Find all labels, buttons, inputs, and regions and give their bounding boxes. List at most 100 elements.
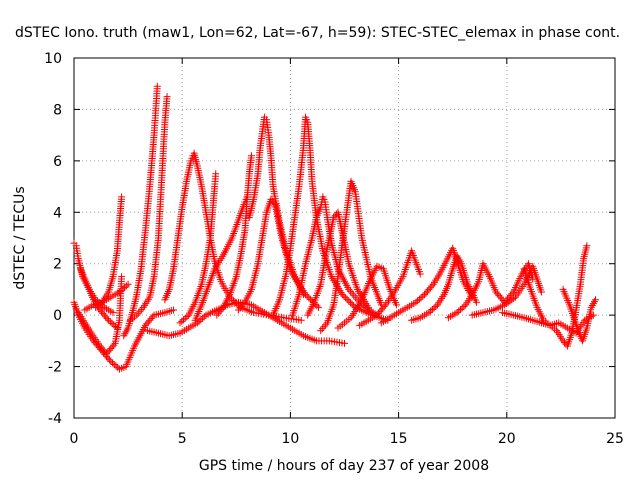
data-point xyxy=(267,195,275,203)
data-point xyxy=(96,306,104,314)
x-tick-label: 0 xyxy=(70,431,79,447)
data-point xyxy=(506,297,514,305)
data-point xyxy=(229,297,237,305)
data-point xyxy=(153,82,161,90)
data-point xyxy=(112,322,120,330)
data-point xyxy=(341,339,348,347)
x-tick-label: 15 xyxy=(390,431,408,447)
data-point xyxy=(108,343,116,351)
data-point xyxy=(268,197,276,205)
data-point xyxy=(183,313,191,321)
data-point xyxy=(340,292,348,300)
data-point xyxy=(119,285,127,293)
data-point xyxy=(318,325,326,333)
y-tick-label: 0 xyxy=(53,308,62,324)
data-point xyxy=(147,315,155,323)
data-point xyxy=(421,291,429,299)
data-point xyxy=(426,284,434,292)
data-point xyxy=(348,300,356,308)
data-point xyxy=(473,298,481,306)
data-point xyxy=(379,304,387,312)
x-tick-label: 10 xyxy=(281,431,299,447)
chart-title: dSTEC Iono. truth (maw1, Lon=62, Lat=-67… xyxy=(15,25,620,41)
data-point xyxy=(313,302,321,310)
data-point xyxy=(416,270,424,278)
data-point xyxy=(231,298,239,306)
x-tick-label: 5 xyxy=(178,431,187,447)
data-point xyxy=(425,309,433,317)
data-point xyxy=(105,346,113,354)
data-point xyxy=(179,316,187,324)
data-point xyxy=(508,296,516,304)
data-point xyxy=(176,319,184,327)
data-point xyxy=(212,170,220,178)
data-point xyxy=(317,327,325,335)
data-point xyxy=(110,361,118,369)
data-point xyxy=(99,309,107,317)
data-point xyxy=(122,282,130,290)
data-point xyxy=(351,293,359,301)
data-point xyxy=(330,213,338,221)
data-point xyxy=(377,306,385,314)
data-point xyxy=(200,313,208,321)
y-tick-label: 2 xyxy=(53,257,62,273)
data-point xyxy=(338,291,346,299)
data-point xyxy=(113,324,121,332)
data-point xyxy=(510,294,518,302)
data-point xyxy=(181,314,189,322)
data-point xyxy=(106,318,114,326)
data-point xyxy=(415,295,423,303)
data-point xyxy=(102,350,110,358)
data-point xyxy=(100,311,108,319)
data-point xyxy=(537,288,545,296)
data-point xyxy=(117,286,125,294)
data-point xyxy=(136,307,144,315)
data-point xyxy=(455,307,463,315)
data-point xyxy=(115,288,123,296)
data-point xyxy=(105,316,113,324)
data-point xyxy=(105,356,113,364)
data-point xyxy=(504,298,512,306)
data-point xyxy=(104,354,112,362)
data-point xyxy=(104,348,112,356)
data-point xyxy=(350,302,358,310)
data-point xyxy=(496,293,504,301)
grid xyxy=(74,58,615,418)
y-tick-label: -2 xyxy=(48,360,62,376)
data-point xyxy=(364,303,372,311)
data-point xyxy=(376,308,384,316)
data-point xyxy=(453,309,461,317)
data-point xyxy=(320,323,328,331)
data-point xyxy=(270,199,278,207)
data-point xyxy=(108,319,116,327)
x-tick-label: 25 xyxy=(606,431,624,447)
data-point xyxy=(118,273,126,281)
data-point xyxy=(103,315,111,323)
data-point xyxy=(348,289,356,297)
data-point xyxy=(118,193,126,201)
y-tick-label: -4 xyxy=(48,411,62,427)
data-point xyxy=(493,290,501,298)
data-point xyxy=(501,301,509,309)
data-point xyxy=(199,314,207,322)
data-point xyxy=(121,283,129,291)
data-point xyxy=(425,285,433,293)
data-point xyxy=(423,287,431,295)
data-point xyxy=(107,345,115,353)
data-point xyxy=(583,242,591,250)
data-point xyxy=(373,311,381,319)
data-point xyxy=(592,296,600,304)
y-axis-label: dSTEC / TECUs xyxy=(12,186,28,289)
x-axis-label: GPS time / hours of day 237 of year 2008 xyxy=(199,458,489,474)
data-point xyxy=(419,292,427,300)
data-point xyxy=(492,288,500,296)
axis-ticks xyxy=(73,57,616,419)
data-point xyxy=(432,302,440,310)
data-point xyxy=(197,316,205,324)
data-point xyxy=(559,337,567,345)
data-point xyxy=(124,280,132,288)
data-point xyxy=(141,321,149,329)
data-point xyxy=(170,306,178,314)
data-point xyxy=(374,309,382,317)
